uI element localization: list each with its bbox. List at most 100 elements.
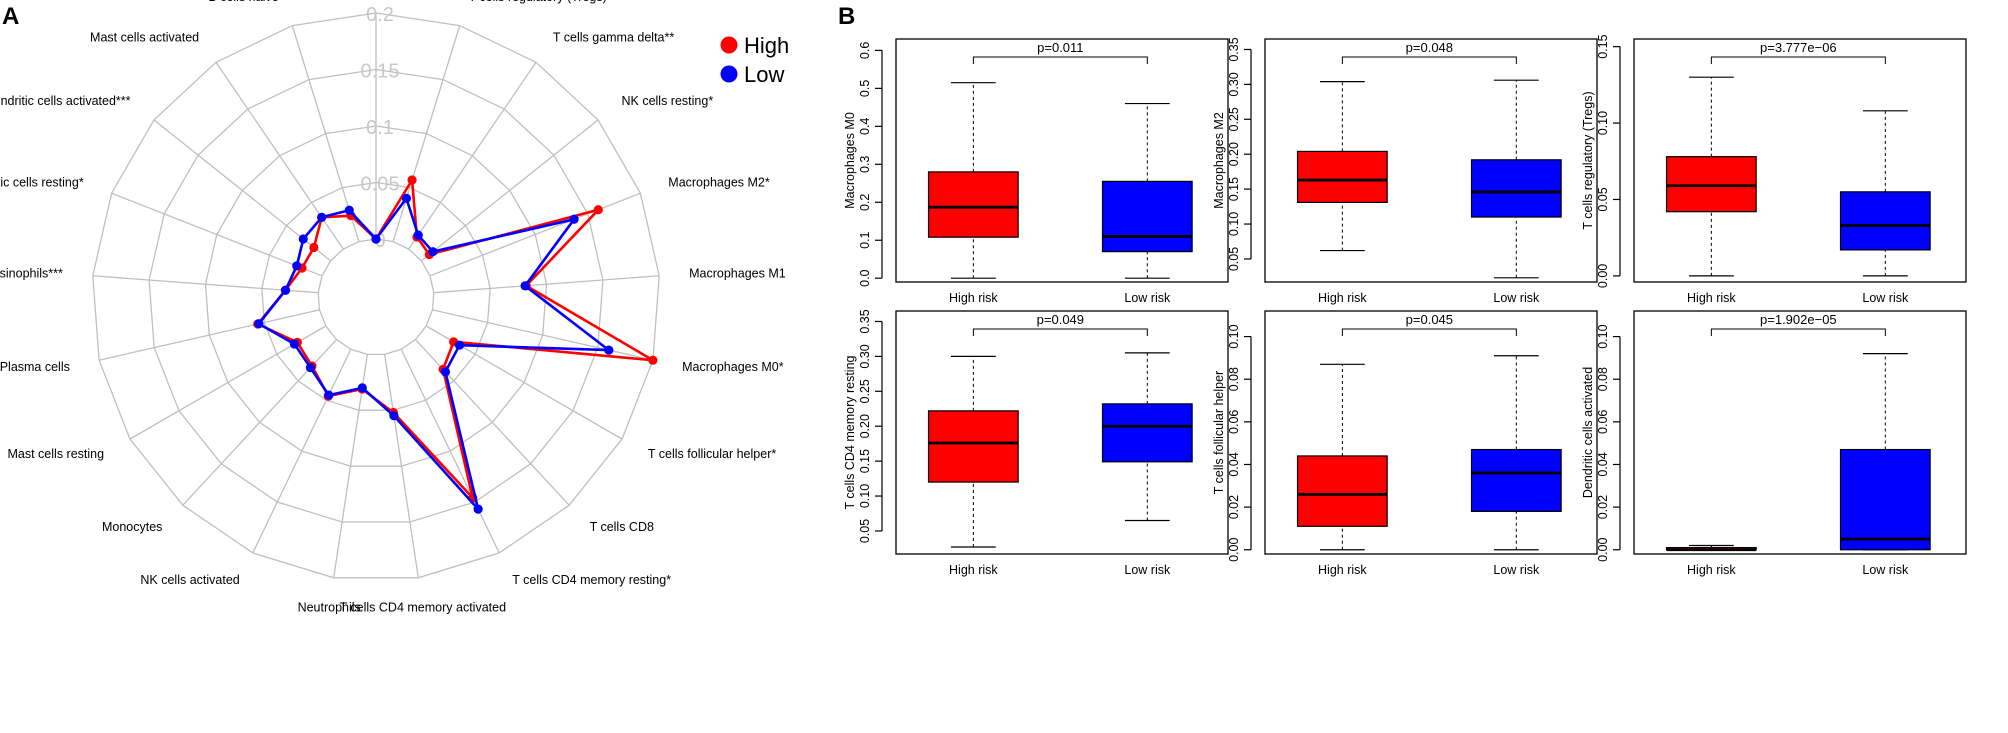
radar-point — [344, 205, 354, 215]
significance-bracket — [1341, 56, 1517, 64]
radar-series-high — [253, 175, 658, 503]
boxplot-macrophages-m2: 0.05 0.10 0.15 0.20 0.25 0.30 0.35 Macrophages … — [1212, 37, 1598, 305]
y-axis-label: Macrophages M2 — [1212, 112, 1226, 209]
radar-category-label: Eosinophils*** — [0, 267, 63, 281]
box-high-risk — [927, 355, 1019, 548]
x-tick-label: High risk — [1687, 563, 1736, 577]
radar-point — [407, 175, 417, 185]
y-axis-label: T cells regulatory (Tregs) — [1581, 91, 1595, 229]
y-tick-label: 0.02 — [1596, 495, 1610, 519]
y-tick-label: 0.00 — [1227, 537, 1241, 561]
radar-point — [357, 383, 367, 393]
box-high-risk — [1665, 76, 1757, 277]
y-tick-label: 0.00 — [1596, 264, 1610, 288]
x-tick-label: Low risk — [1862, 291, 1909, 305]
radar-point — [292, 261, 302, 271]
radar-ring — [148, 68, 604, 523]
radar-point — [428, 247, 438, 257]
radar-point — [569, 214, 579, 224]
radar-category-label: T cells follicular helper* — [648, 447, 776, 461]
p-value-label: p=0.045 — [1406, 312, 1453, 327]
radar-point — [520, 281, 530, 291]
y-tick-label: 0.15 — [1596, 34, 1610, 58]
x-tick-label: Low risk — [1493, 291, 1540, 305]
y-axis-label: T cells follicular helper — [1212, 371, 1226, 494]
radar-ring-label: 0.05 — [361, 174, 400, 196]
y-tick-label: 0.05 — [1596, 187, 1610, 211]
box-high-risk — [927, 82, 1019, 279]
radar-point — [254, 319, 264, 329]
x-tick-label: High risk — [949, 291, 998, 305]
box-iqr — [1296, 455, 1388, 527]
y-tick-label: 0.10 — [1227, 212, 1241, 236]
y-tick-label: 0.1 — [858, 231, 872, 248]
radar-spoke — [92, 275, 319, 294]
significance-bracket — [1341, 328, 1517, 336]
radar-spoke — [384, 354, 419, 578]
x-tick-label: High risk — [1318, 291, 1367, 305]
y-tick-label: 0.04 — [1596, 452, 1610, 476]
boxplot-macrophages-m0: 0.0 0.1 0.2 0.3 0.4 0.5 0.6 Macrophages M0 High … — [843, 38, 1229, 305]
radar-grid: 00.050.10.150.2 — [92, 4, 660, 579]
radar-point — [298, 234, 308, 244]
box-low-risk — [1470, 79, 1562, 279]
x-tick-label: Low risk — [1124, 563, 1171, 577]
y-tick-label: 0.25 — [1227, 107, 1241, 131]
radar-spoke — [392, 25, 461, 242]
panel-label-b: B — [838, 3, 855, 30]
radar-spoke — [408, 61, 537, 250]
y-tick-label: 0.5 — [858, 80, 872, 97]
radar-spoke — [291, 25, 360, 242]
legend-marker-low — [720, 65, 738, 83]
box-low-risk — [1839, 353, 1931, 551]
radar-spoke — [400, 348, 500, 554]
y-tick-label: 0.00 — [1596, 537, 1610, 561]
panel-label-a: A — [2, 3, 19, 30]
radar-ring-label: 0.1 — [366, 117, 394, 139]
box-iqr — [1101, 403, 1193, 463]
box-iqr — [927, 410, 1019, 483]
p-value-label: p=0.049 — [1037, 312, 1084, 327]
boxplot-cd4-memory-resting: 0.05 0.10 0.15 0.20 0.25 0.30 0.35 T cells CD4 … — [843, 309, 1229, 577]
radar-ring-label: 0.15 — [361, 61, 400, 83]
p-value-label: p=0.011 — [1037, 40, 1083, 55]
y-tick-label: 0.06 — [1227, 410, 1241, 434]
y-tick-label: 0.35 — [858, 309, 872, 333]
radar-point — [413, 230, 423, 240]
box-high-risk — [1296, 80, 1388, 252]
radar-category-label: T cells gamma delta** — [553, 31, 674, 45]
radar-category-label: Macrophages M1 — [689, 267, 786, 281]
plot-frame — [1264, 310, 1598, 555]
y-tick-label: 0.10 — [1596, 324, 1610, 348]
radar-point — [280, 285, 291, 295]
box-iqr — [927, 171, 1019, 238]
radar-point — [473, 504, 483, 514]
y-tick-label: 0.30 — [858, 344, 872, 368]
box-iqr — [1101, 180, 1193, 253]
radar-point — [289, 339, 300, 349]
x-tick-label: Low risk — [1493, 563, 1540, 577]
boxplot-panels: 0.0 0.1 0.2 0.3 0.4 0.5 0.6 Macrophages M0 High … — [843, 34, 1967, 577]
radar-series-low — [254, 193, 614, 514]
box-high-risk — [1296, 363, 1388, 551]
y-tick-label: 0.10 — [1596, 111, 1610, 135]
radar-spoke — [252, 348, 352, 554]
radar-category-labels: B cells memoryT cells regulatory (Tregs)… — [0, 0, 786, 614]
significance-bracket — [972, 328, 1148, 336]
radar-point — [401, 193, 412, 203]
radar-point — [317, 212, 327, 222]
radar-category-label: B cells naive* — [208, 0, 283, 4]
radar-point — [305, 363, 316, 373]
radar-category-label: NK cells activated — [140, 573, 239, 587]
y-tick-label: 0.02 — [1227, 495, 1241, 519]
radar-point — [604, 345, 614, 355]
y-tick-label: 0.05 — [858, 519, 872, 543]
box-low-risk — [1101, 352, 1193, 522]
box-low-risk — [1470, 355, 1562, 551]
y-axis-label: T cells CD4 memory resting — [843, 355, 857, 509]
boxplot-dendritic-activated: 0.00 0.02 0.04 0.06 0.08 0.10 Dendritic cells … — [1581, 310, 1967, 577]
significance-bracket — [1710, 328, 1886, 336]
y-tick-label: 0.15 — [858, 449, 872, 473]
legend: High Low — [720, 33, 789, 87]
y-tick-label: 0.30 — [1227, 72, 1241, 96]
